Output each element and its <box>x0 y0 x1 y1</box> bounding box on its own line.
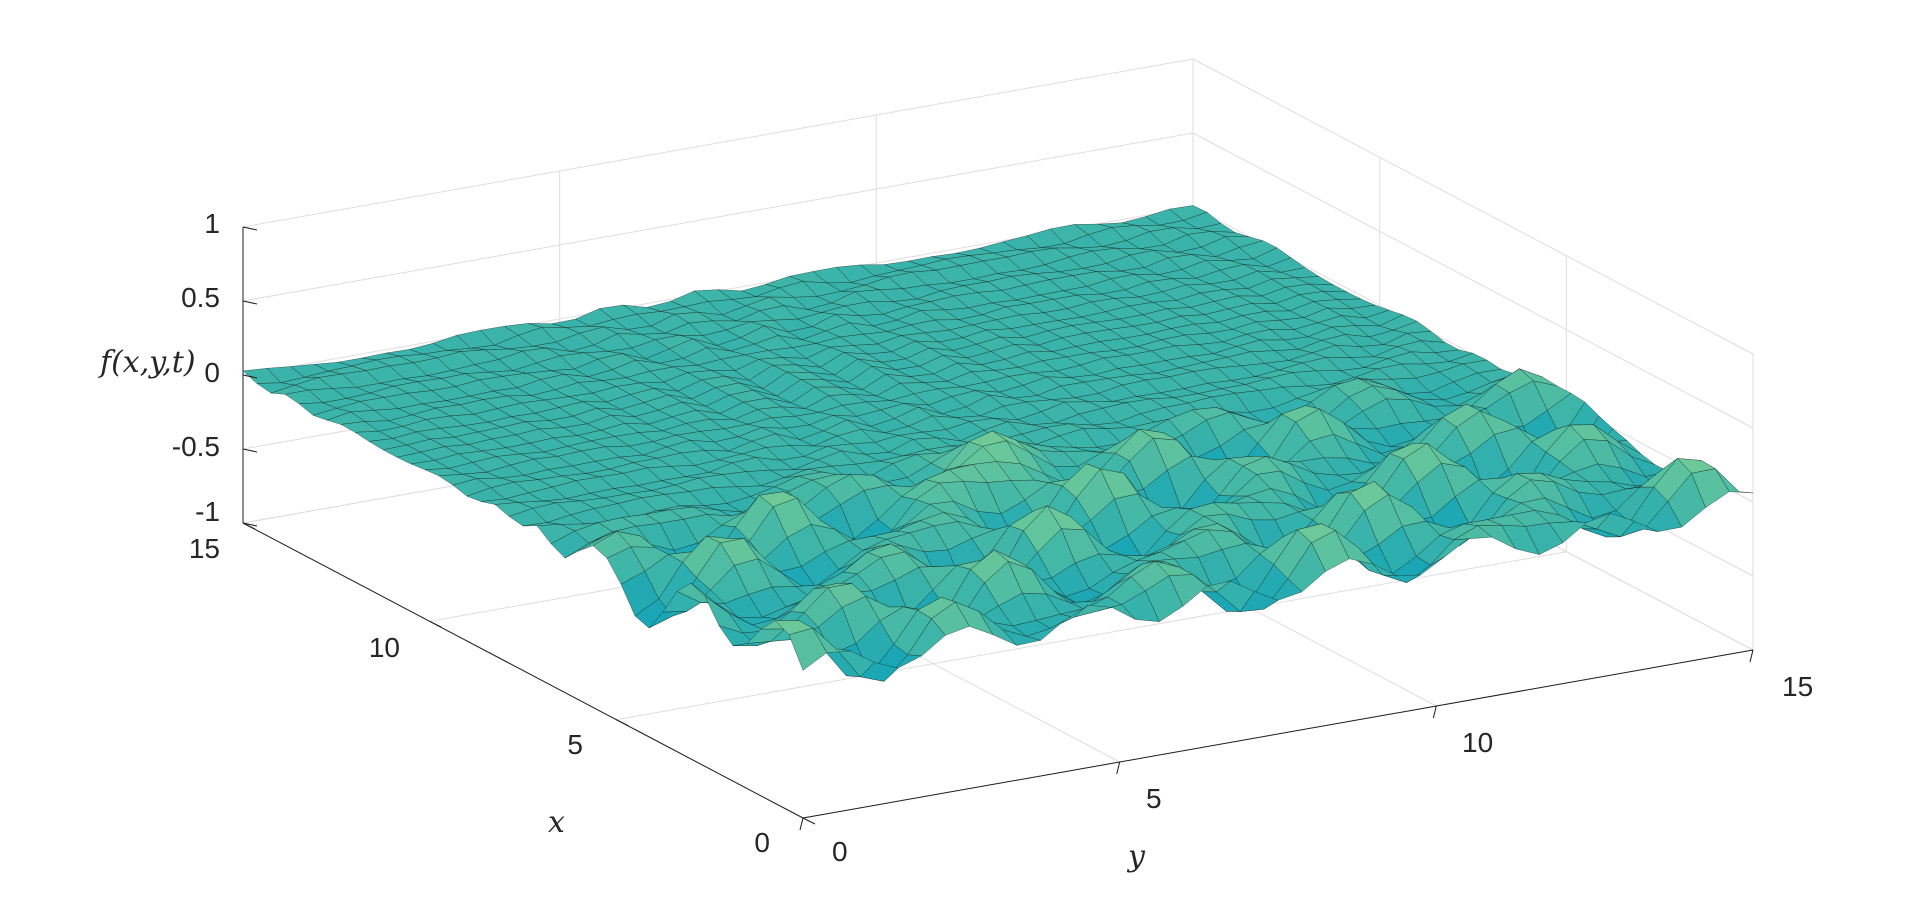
y-tick-label: 0 <box>832 836 848 867</box>
x-axis-line <box>242 522 804 819</box>
surface-patch <box>788 627 828 671</box>
y-tick-label: 15 <box>1782 671 1813 702</box>
z-tick-mark <box>242 226 258 231</box>
y-tick-mark <box>1116 761 1121 775</box>
x-tick-mark <box>802 817 816 825</box>
z-tick-mark <box>242 448 258 453</box>
x-tick-label: 5 <box>567 729 583 760</box>
z-tick-label: 1 <box>204 208 220 239</box>
z-tick-mark <box>242 300 258 305</box>
y-tick-label: 10 <box>1462 727 1493 758</box>
z-tick-label: 0.5 <box>181 282 220 313</box>
x-tick-mark <box>429 620 442 628</box>
side-wall-grid-line <box>1192 132 1754 429</box>
z-tick-label: 0 <box>204 357 220 388</box>
x-axis-label: x <box>548 805 565 840</box>
z-tick-mark <box>242 522 258 527</box>
y-axis-line <box>802 649 1754 819</box>
z-tick-mark <box>242 374 258 379</box>
y-tick-mark <box>1432 705 1437 719</box>
x-tick-label: 0 <box>754 827 770 858</box>
back-wall-grid-line <box>242 132 1194 302</box>
z-axis-label: f(x,y,t) <box>98 345 196 380</box>
y-tick-mark <box>1749 649 1754 663</box>
x-tick-mark <box>242 522 256 530</box>
tick-marks <box>242 226 1754 831</box>
x-tick-label: 15 <box>189 533 220 564</box>
x-tick-label: 10 <box>369 632 400 663</box>
side-wall-grid-line <box>1192 58 1754 355</box>
z-tick-label: -1 <box>195 496 220 527</box>
y-axis-label: y <box>1126 839 1146 874</box>
x-tick-mark <box>616 719 629 727</box>
y-tick-mark <box>799 817 804 831</box>
z-tick-label: -0.5 <box>172 431 220 462</box>
back-wall-grid-line <box>242 58 1194 228</box>
y-tick-label: 5 <box>1146 783 1162 814</box>
surface-mesh <box>242 205 1754 682</box>
